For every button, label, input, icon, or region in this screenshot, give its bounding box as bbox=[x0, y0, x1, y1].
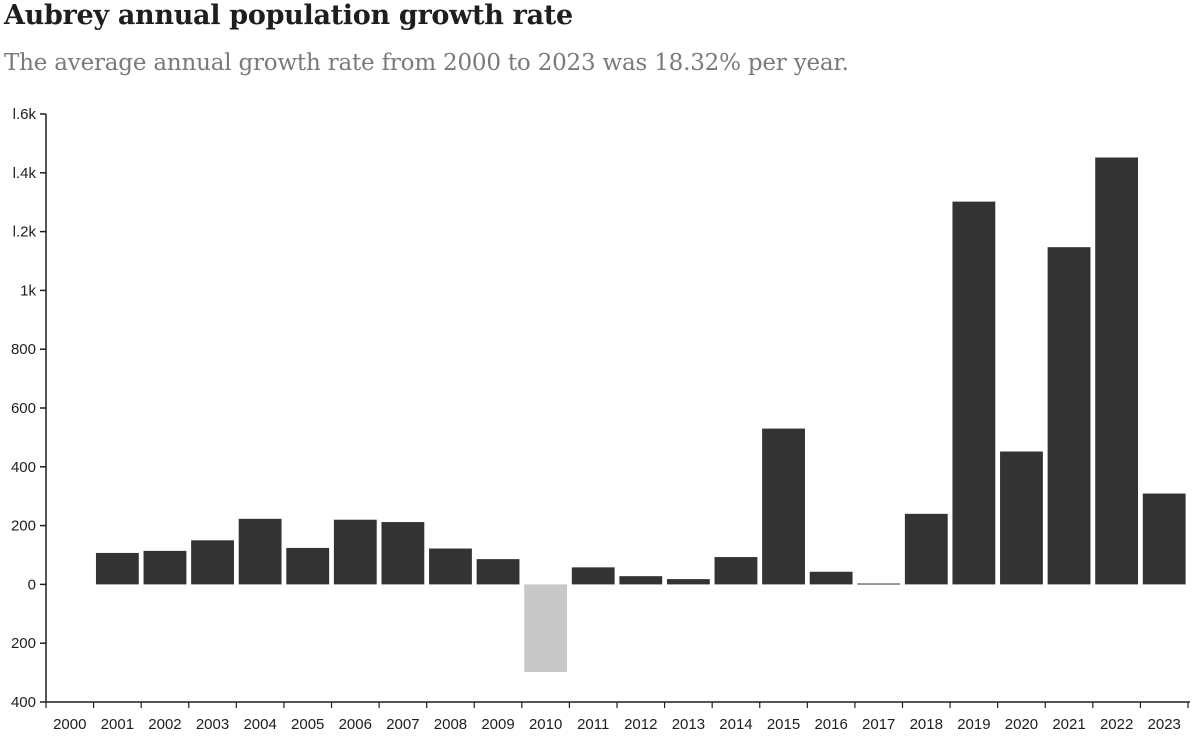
bar-2020 bbox=[1000, 451, 1043, 585]
y-tick-label: 0 bbox=[28, 576, 36, 593]
bar-2017 bbox=[857, 583, 901, 585]
bar-2019 bbox=[952, 201, 996, 585]
x-tick-label: 2005 bbox=[291, 716, 324, 733]
x-tick-label: 2008 bbox=[434, 716, 467, 733]
bar-2009 bbox=[476, 559, 520, 585]
y-tick-label: 800 bbox=[11, 341, 36, 358]
bar-2007 bbox=[381, 522, 425, 585]
y-tick-label: 600 bbox=[11, 400, 36, 417]
bar-2012 bbox=[619, 576, 663, 585]
bar-2021 bbox=[1047, 247, 1091, 585]
x-tick-label: 2016 bbox=[814, 716, 847, 733]
bar-2005 bbox=[286, 547, 330, 585]
x-tick-label: 2001 bbox=[101, 716, 134, 733]
bar-2011 bbox=[571, 567, 615, 585]
bar-2003 bbox=[191, 540, 234, 585]
bars-group bbox=[95, 157, 1186, 673]
y-axis: 400 200 0 200 400 600 800 1k l.2k l.4k l.6k bbox=[11, 106, 47, 711]
x-tick-label: 2003 bbox=[196, 716, 229, 733]
x-tick-label: 2002 bbox=[148, 716, 181, 733]
bar-2018 bbox=[904, 513, 948, 585]
x-tick-label: 2009 bbox=[481, 716, 514, 733]
x-tick-label: 2012 bbox=[624, 716, 657, 733]
x-tick-label: 2007 bbox=[386, 716, 419, 733]
x-axis: 2000 2001 2002 2003 2004 2005 2006 2007 2008 2009… bbox=[45, 701, 1190, 733]
x-tick-label: 2020 bbox=[1005, 716, 1038, 733]
bar-2013 bbox=[666, 579, 710, 585]
bar-2006 bbox=[333, 519, 377, 585]
x-tick-label: 2010 bbox=[529, 716, 562, 733]
x-tick-label: 2000 bbox=[53, 716, 86, 733]
x-tick-label: 2013 bbox=[672, 716, 705, 733]
bar-2023 bbox=[1142, 493, 1186, 585]
bar-2001 bbox=[95, 552, 139, 585]
y-tick-label: 400 bbox=[11, 694, 36, 711]
x-tick-label: 2017 bbox=[862, 716, 895, 733]
x-tick-label: 2014 bbox=[719, 716, 752, 733]
bar-2015 bbox=[762, 428, 805, 585]
bar-2010 bbox=[524, 584, 568, 673]
y-tick-label: 1k bbox=[20, 282, 36, 299]
bar-2016 bbox=[809, 571, 853, 585]
bar-2014 bbox=[714, 557, 758, 585]
x-tick-label: 2019 bbox=[957, 716, 990, 733]
bar-2004 bbox=[238, 518, 282, 585]
chart-subtitle: The average annual growth rate from 2000… bbox=[4, 50, 849, 76]
y-tick-label: l.4k bbox=[13, 165, 37, 182]
x-tick-label: 2006 bbox=[339, 716, 372, 733]
y-tick-label: l.6k bbox=[13, 106, 37, 123]
bar-2002 bbox=[143, 550, 187, 585]
y-tick-label: 400 bbox=[11, 459, 36, 476]
chart-title: Aubrey annual population growth rate bbox=[4, 0, 573, 31]
y-tick-label: l.2k bbox=[13, 224, 37, 241]
x-tick-label: 2021 bbox=[1052, 716, 1085, 733]
x-tick-label: 2018 bbox=[910, 716, 943, 733]
x-tick-label: 2015 bbox=[767, 716, 800, 733]
x-tick-label: 2023 bbox=[1148, 716, 1181, 733]
x-tick-label: 2022 bbox=[1100, 716, 1133, 733]
bar-2022 bbox=[1095, 157, 1139, 585]
x-tick-label: 2011 bbox=[577, 716, 609, 733]
x-tick-label: 2004 bbox=[243, 716, 276, 733]
y-tick-label: 200 bbox=[11, 635, 36, 652]
y-tick-label: 200 bbox=[11, 518, 36, 535]
bar-2008 bbox=[429, 548, 472, 585]
